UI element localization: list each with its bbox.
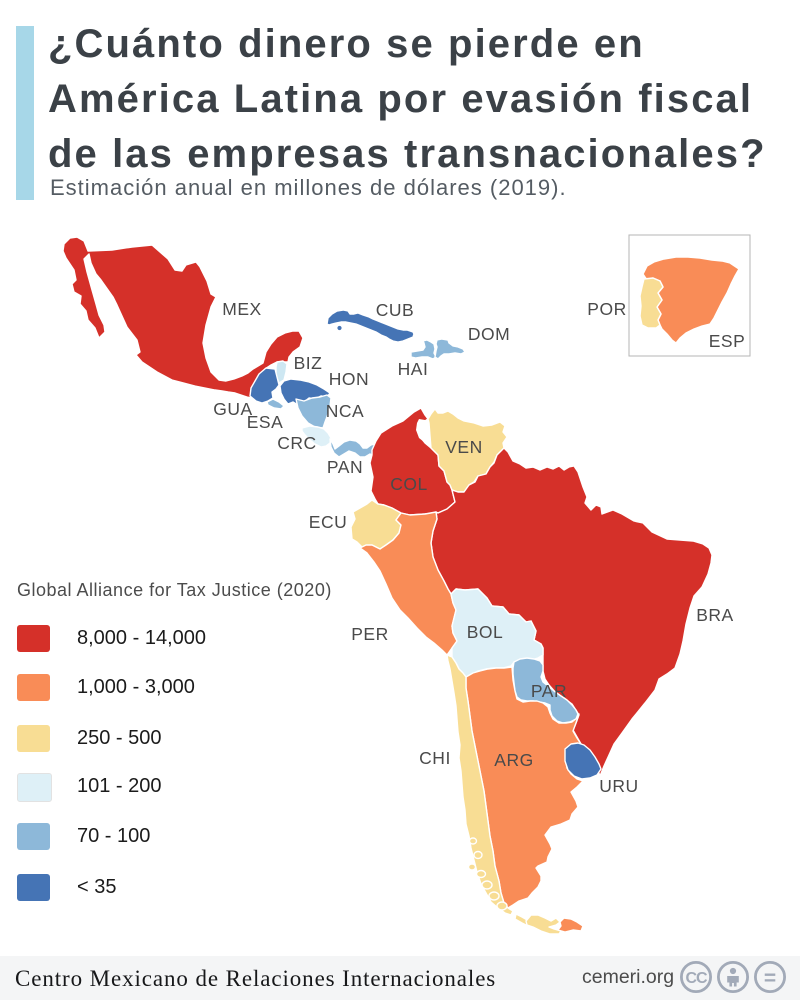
svg-text:CC: CC [685, 970, 708, 987]
svg-text:HON: HON [329, 369, 369, 389]
svg-text:DOM: DOM [468, 324, 510, 344]
svg-text:HAI: HAI [398, 359, 429, 379]
svg-text:BOL: BOL [467, 622, 504, 642]
svg-text:URU: URU [599, 776, 638, 796]
svg-text:ECU: ECU [309, 512, 347, 532]
svg-text:ARG: ARG [494, 750, 533, 770]
svg-text:ESA: ESA [247, 412, 284, 432]
svg-text:ESP: ESP [709, 331, 746, 351]
svg-text:CUB: CUB [376, 300, 414, 320]
svg-text:MEX: MEX [222, 299, 261, 319]
svg-text:GUA: GUA [213, 399, 252, 419]
svg-text:CRC: CRC [277, 433, 316, 453]
svg-text:CHI: CHI [419, 748, 451, 768]
svg-text:COL: COL [390, 474, 427, 494]
svg-text:PER: PER [351, 624, 388, 644]
svg-text:=: = [764, 967, 776, 990]
svg-text:VEN: VEN [445, 437, 482, 457]
svg-text:PAR: PAR [531, 681, 567, 701]
svg-text:NCA: NCA [326, 401, 364, 421]
svg-text:POR: POR [587, 299, 626, 319]
svg-text:BIZ: BIZ [294, 353, 323, 373]
svg-text:BRA: BRA [696, 605, 733, 625]
svg-text:PAN: PAN [327, 457, 363, 477]
